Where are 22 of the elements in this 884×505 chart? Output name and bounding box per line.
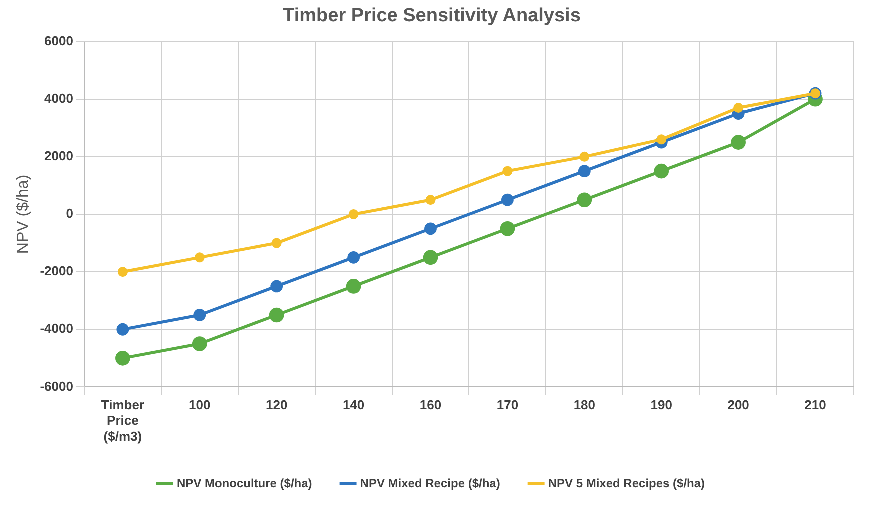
legend-label: NPV Monoculture ($/ha) <box>176 476 312 490</box>
chart-title: Timber Price Sensitivity Analysis <box>283 6 581 27</box>
y-tick-label: -6000 <box>40 378 74 394</box>
x-tick-label: 190 <box>650 398 672 413</box>
x-tick-label: 100 <box>189 398 211 413</box>
x-tick-label: 160 <box>420 398 442 413</box>
x-tick-label: Timber Price ($/m3) <box>101 398 144 444</box>
x-tick-label: 210 <box>804 398 826 413</box>
x-tick-label: 180 <box>574 398 596 413</box>
x-tick-label: 120 <box>266 398 288 413</box>
y-axis-title: NPV ($/ha) <box>15 174 32 254</box>
x-tick-label: 170 <box>496 398 519 413</box>
x-tick-label: 200 <box>728 398 750 413</box>
y-tick-label: -2000 <box>40 264 74 279</box>
y-tick-label: 4000 <box>44 90 74 106</box>
legend-label: NPV Mixed Recipe ($/ha) <box>360 476 500 490</box>
x-tick-label: 140 <box>342 398 365 413</box>
y-tick-label: 0 <box>66 206 74 222</box>
y-tick-label: -4000 <box>40 321 74 336</box>
legend-label: NPV 5 Mixed Recipes ($/ha) <box>548 476 706 490</box>
y-tick-label: 2000 <box>44 148 74 164</box>
y-tick-label: 6000 <box>44 33 74 48</box>
